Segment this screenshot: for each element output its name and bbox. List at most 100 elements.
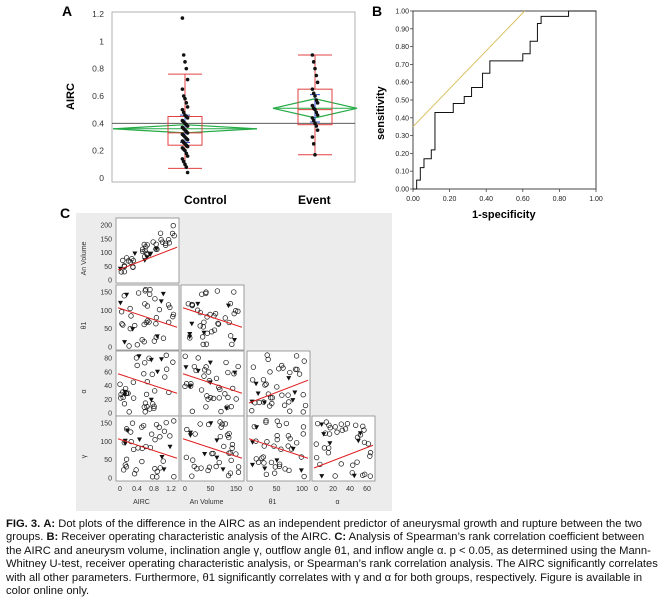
panel-c-control-marker — [287, 369, 293, 376]
panel-c-control-marker — [216, 459, 222, 466]
panel-c-control-marker — [361, 427, 367, 433]
panel-c-control-marker — [167, 304, 173, 311]
panel-a-data-point — [310, 103, 315, 108]
panel-a-data-point — [311, 142, 316, 146]
panel-c-control-marker — [144, 250, 150, 257]
panel-c-row-tick-label: 0 — [108, 345, 112, 352]
panel-c-control-marker — [156, 306, 163, 313]
panel-c-control-marker — [211, 327, 218, 333]
panel-c-control-marker — [139, 424, 145, 430]
panel-c-control-marker — [144, 404, 150, 410]
panel-c-control-marker — [163, 419, 169, 426]
panel-c-fit-line — [182, 438, 243, 459]
panel-c-col-tick-label: 0.8 — [149, 486, 159, 493]
panel-a-ytick-label: 0.4 — [92, 118, 104, 128]
panel-b-roc-curve — [413, 10, 596, 190]
panel-c-event-marker — [136, 354, 142, 359]
panel-c-control-marker — [300, 392, 306, 398]
panel-a-ytick-label: 0.6 — [92, 91, 104, 101]
panel-c-control-marker — [342, 426, 349, 432]
panel-c-row-tick-label: 200 — [100, 223, 112, 230]
panel-c-control-marker — [203, 404, 209, 410]
panel-b-ytick-label: 0.70 — [395, 62, 409, 69]
panel-a-data-point — [313, 107, 317, 112]
panel-c-event-marker — [225, 303, 231, 309]
panel-c-row-tick-label: 100 — [100, 250, 112, 257]
panel-c-control-marker — [128, 438, 134, 445]
panel-a-data-point — [185, 137, 190, 142]
panel-c-control-marker — [294, 366, 300, 373]
panel-c-control-marker — [276, 463, 283, 469]
panel-c-control-marker — [121, 467, 127, 473]
panel-c-control-marker — [226, 430, 232, 437]
panel-c-control-marker — [217, 433, 223, 440]
panel-c-control-marker — [161, 428, 168, 434]
panel-a-label: A — [62, 3, 72, 19]
panel-c-event-marker — [274, 458, 280, 463]
panel-c-control-marker — [338, 421, 344, 427]
panel-c-control-marker — [156, 424, 162, 430]
panel-c-control-marker — [195, 355, 201, 361]
panel-a-data-point — [314, 124, 319, 128]
panel-c-control-marker — [224, 432, 231, 438]
panel-c-control-marker — [227, 450, 233, 456]
panel-c-control-marker — [255, 459, 262, 465]
panel-a-data-point — [315, 80, 320, 85]
panel-a-data-point — [310, 53, 315, 57]
panel-c-event-marker — [124, 292, 130, 298]
panel-c-event-marker — [351, 473, 357, 479]
panel-c-control-marker — [160, 458, 166, 464]
panel-c-event-marker — [122, 340, 128, 345]
panel-b-reference-line — [412, 10, 525, 128]
panel-c-control-marker — [197, 323, 203, 329]
panel-a-data-point — [313, 121, 317, 126]
panel-c-control-marker — [353, 422, 359, 428]
panel-c-control-marker — [190, 457, 196, 463]
panel-c-event-marker — [224, 406, 230, 411]
panel-c-control-marker — [135, 290, 142, 296]
panel-c-control-marker — [202, 367, 208, 373]
panel-c-row-tick-label: 0 — [108, 278, 112, 285]
panel-a-data-point — [184, 151, 189, 156]
panel-c-control-marker — [274, 436, 280, 443]
panel-c-control-marker — [274, 433, 280, 439]
panel-a-data-point — [184, 165, 189, 169]
panel-c-control-marker — [141, 321, 147, 328]
panel-c-fit-line — [313, 444, 374, 469]
panel-c-control-marker — [286, 467, 292, 474]
panel-c-control-marker — [153, 321, 159, 327]
panel-c-control-marker — [142, 400, 149, 406]
panel-b-ytick-label: 0.20 — [395, 151, 409, 158]
panel-a-data-point — [185, 77, 190, 82]
panel-c-control-marker — [153, 421, 160, 428]
panel-c-control-marker — [287, 408, 293, 414]
panel-c-control-marker — [206, 464, 213, 470]
panel-c-control-marker — [288, 446, 295, 452]
panel-c-control-marker — [223, 359, 229, 366]
panel-c-control-marker — [192, 431, 198, 437]
panel-b-roc: sensitivity 1-specificity 0.00 0.20 0.40 0.… — [375, 9, 603, 222]
panel-a-data-point — [185, 154, 190, 158]
panel-c-control-marker — [232, 308, 239, 314]
panel-c-control-marker — [354, 459, 360, 465]
panel-c-row-tick-label: 50 — [104, 457, 112, 464]
panel-c-control-marker — [222, 391, 228, 397]
panel-c-event-marker — [137, 437, 143, 442]
panel-c-event-marker — [207, 360, 213, 366]
panel-a-category-event: Event — [298, 193, 331, 207]
panel-c-col-tick-label: 1.2 — [166, 486, 176, 493]
panel-c-control-marker — [129, 420, 136, 426]
panel-c-control-marker — [367, 450, 374, 456]
panel-c-row-tick-label: 80 — [104, 356, 112, 363]
panel-c-event-marker — [183, 365, 189, 370]
panel-a-data-point — [185, 124, 190, 128]
panel-a-data-point — [181, 159, 186, 164]
panel-a-data-point — [315, 128, 320, 132]
panel-c-event-marker — [124, 428, 130, 433]
panel-c-control-marker — [165, 237, 172, 243]
panel-c-control-marker — [130, 379, 136, 385]
panel-c-control-marker — [280, 365, 286, 371]
panel-c-col-tick-label: 0 — [118, 486, 122, 493]
panel-c-control-marker — [164, 366, 170, 372]
panel-c-event-marker — [232, 370, 238, 376]
